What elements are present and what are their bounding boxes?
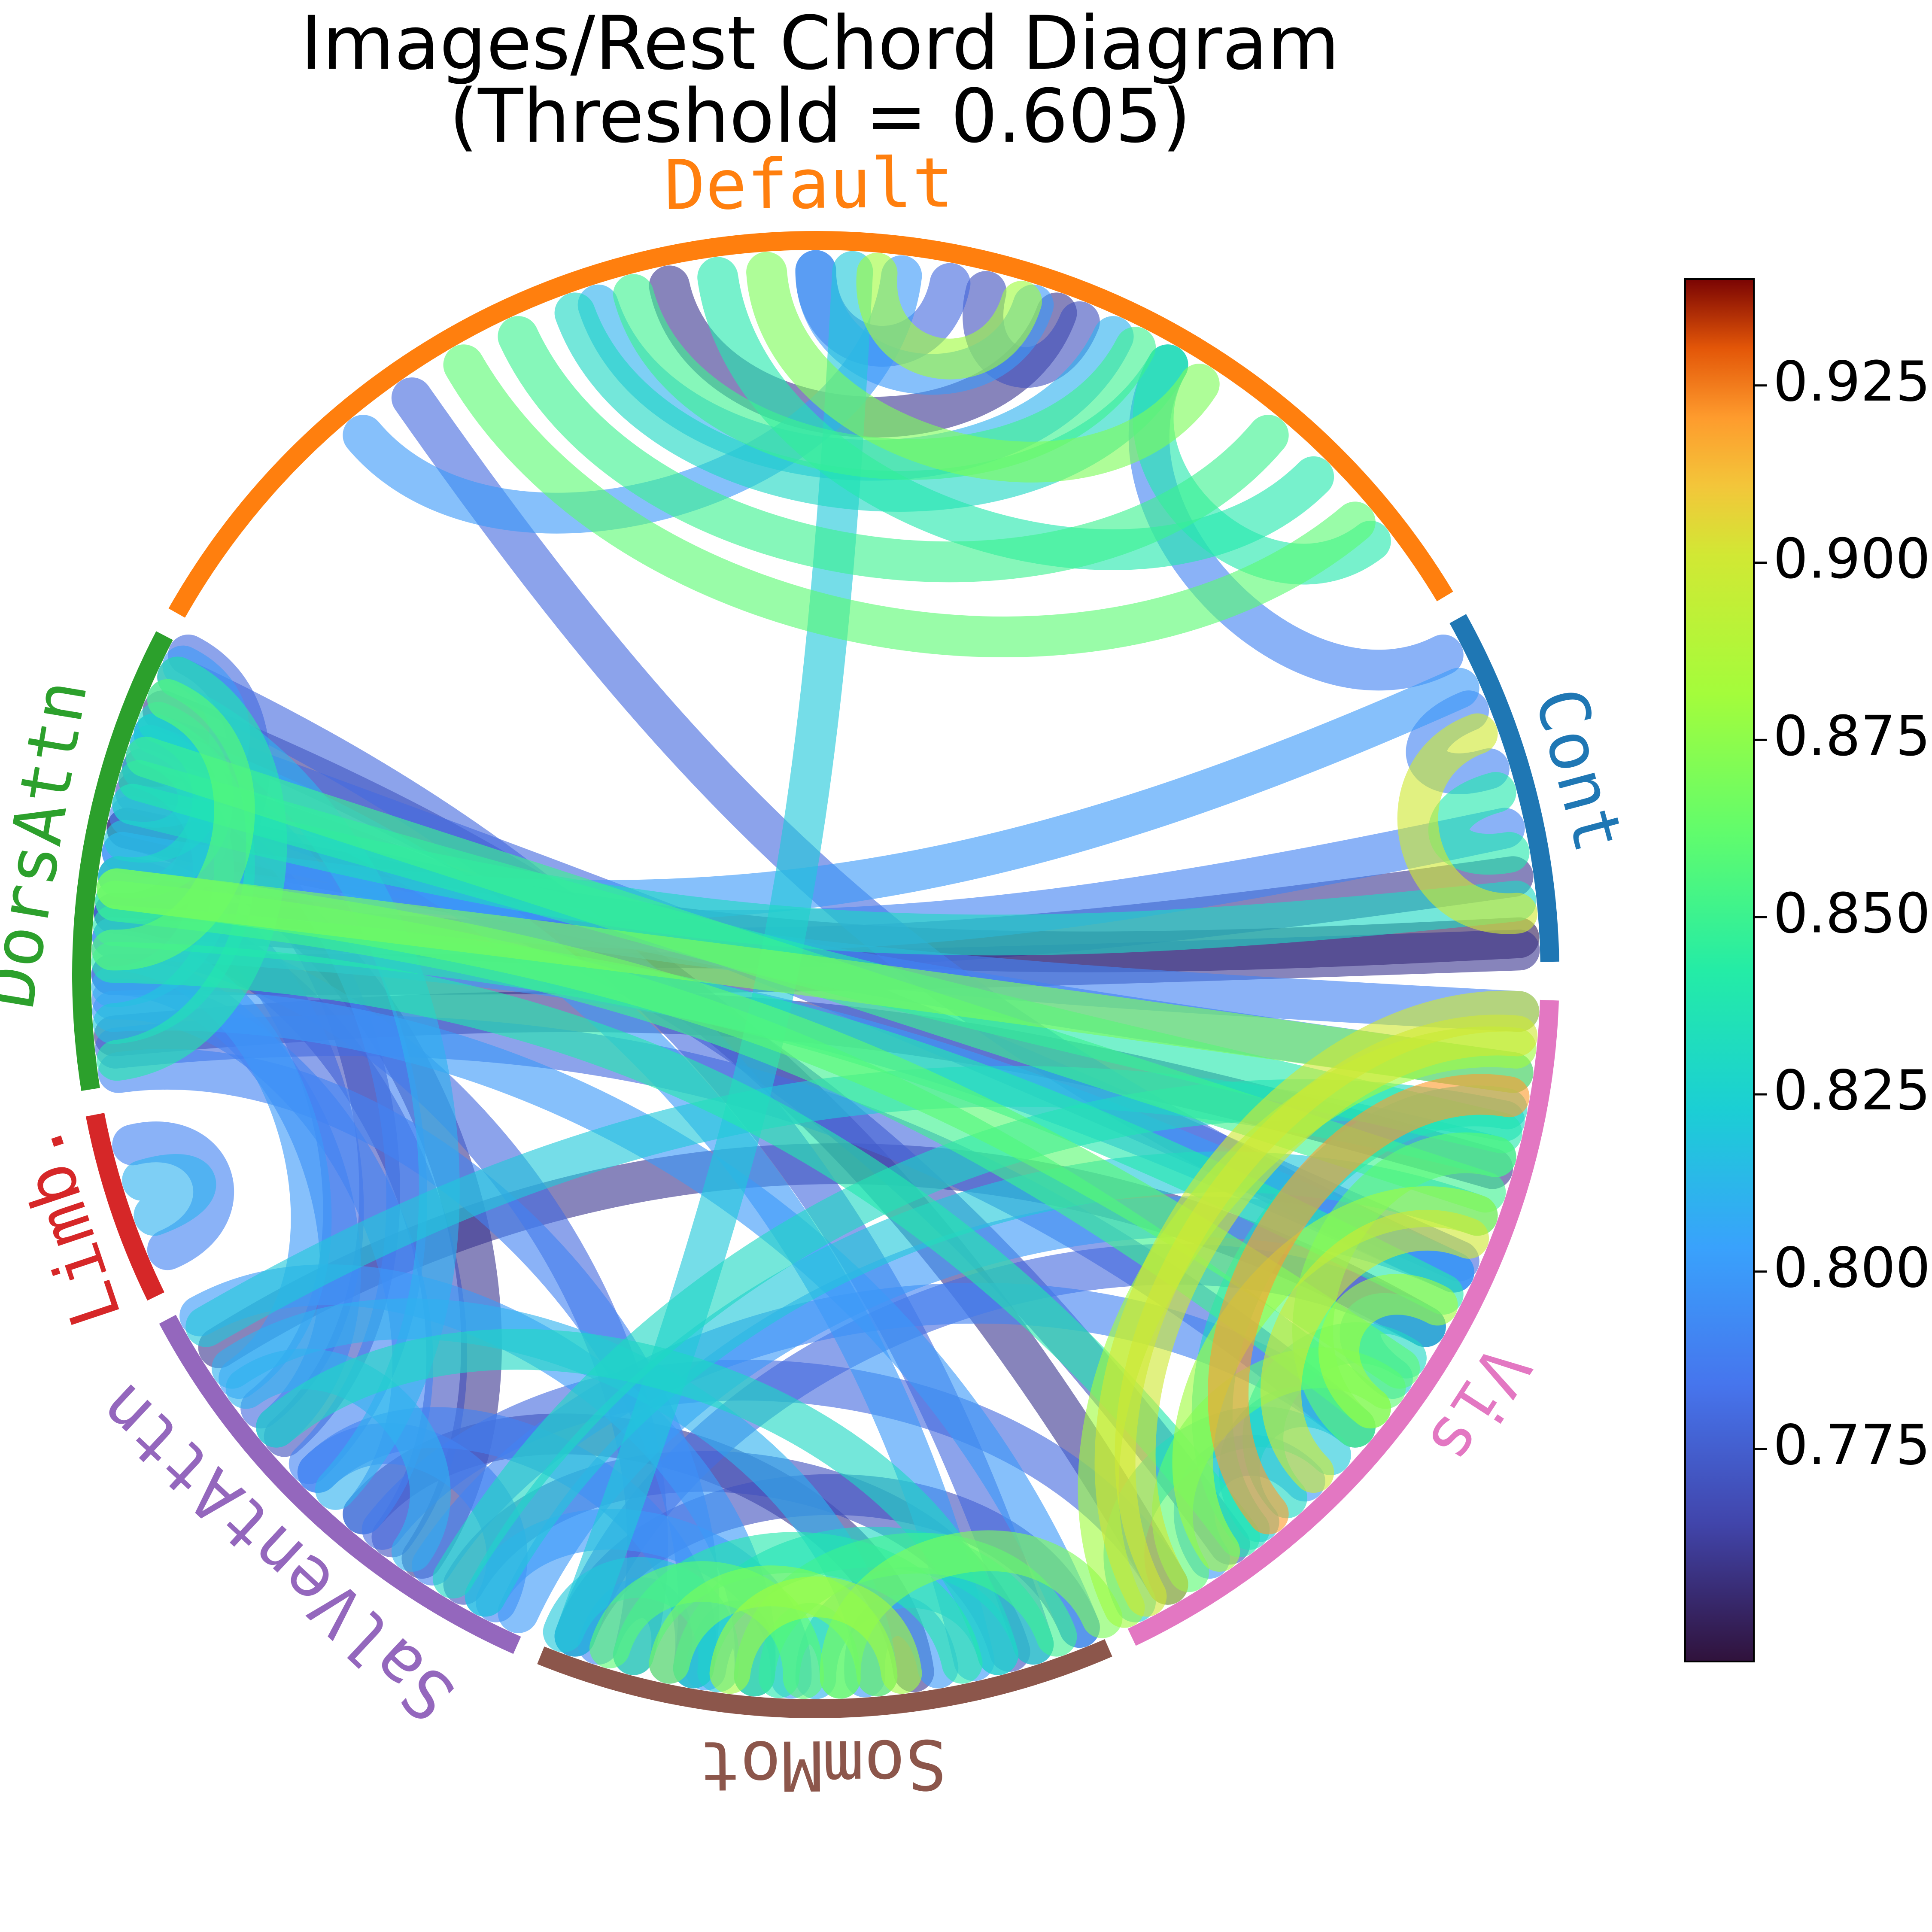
segment-arc-vis	[1127, 999, 1559, 1646]
chord-link	[1094, 990, 1540, 1617]
colorbar-tick-label: 0.825	[1773, 1059, 1930, 1123]
chord-link	[709, 1577, 922, 1694]
title-line-2: (Threshold = 0.605)	[449, 73, 1191, 159]
chord-link	[91, 679, 255, 971]
title-line-1: Images/Rest Chord Diagram	[301, 0, 1340, 86]
colorbar-tick-label: 0.850	[1773, 881, 1930, 945]
chord-link	[92, 990, 1100, 1648]
segment-arc-cont	[1449, 614, 1559, 962]
chord-link	[1428, 772, 1530, 875]
segment-arc-sommot	[537, 1639, 1112, 1718]
chord-link	[96, 868, 1534, 1093]
chord-link	[613, 274, 1156, 480]
chord-link	[746, 252, 1220, 483]
colorbar-ticks: 0.775 0.800 0.825 0.850 0.875 0.900 0.925	[1754, 350, 1930, 1477]
chord-link	[443, 344, 1376, 657]
segment-label-vis: Vis	[1411, 1331, 1546, 1479]
segment-arc-salventattn	[159, 1315, 521, 1654]
chord-link	[1318, 1274, 1458, 1429]
chord-links	[91, 250, 1540, 1699]
colorbar-tick-label: 0.800	[1773, 1236, 1930, 1300]
colorbar-tick-label: 0.875	[1773, 704, 1930, 768]
segment-arc-default	[168, 231, 1453, 618]
chord-link	[122, 1154, 216, 1236]
colorbar-tick-label: 0.925	[1773, 350, 1930, 414]
colorbar-gradient	[1684, 278, 1755, 1662]
colorbar: 0.775 0.800 0.825 0.850 0.875 0.900 0.925	[1684, 278, 1930, 1662]
segment-label-sommot: SomMot	[698, 1724, 947, 1806]
chord-link	[856, 252, 1042, 380]
segment-arc-dorsattn	[72, 631, 173, 1091]
segment-label-default: Default	[664, 143, 954, 225]
chord-link	[1208, 1074, 1530, 1534]
chord-link	[225, 1349, 451, 1572]
chord-link	[1260, 1209, 1489, 1493]
network-segments	[72, 231, 1559, 1718]
colorbar-tick-label: 0.900	[1773, 527, 1930, 591]
chord-link	[498, 316, 1289, 583]
chord-link	[1397, 713, 1538, 934]
segment-arc-limb	[85, 1113, 164, 1301]
colorbar-tick-label: 0.775	[1773, 1413, 1930, 1477]
